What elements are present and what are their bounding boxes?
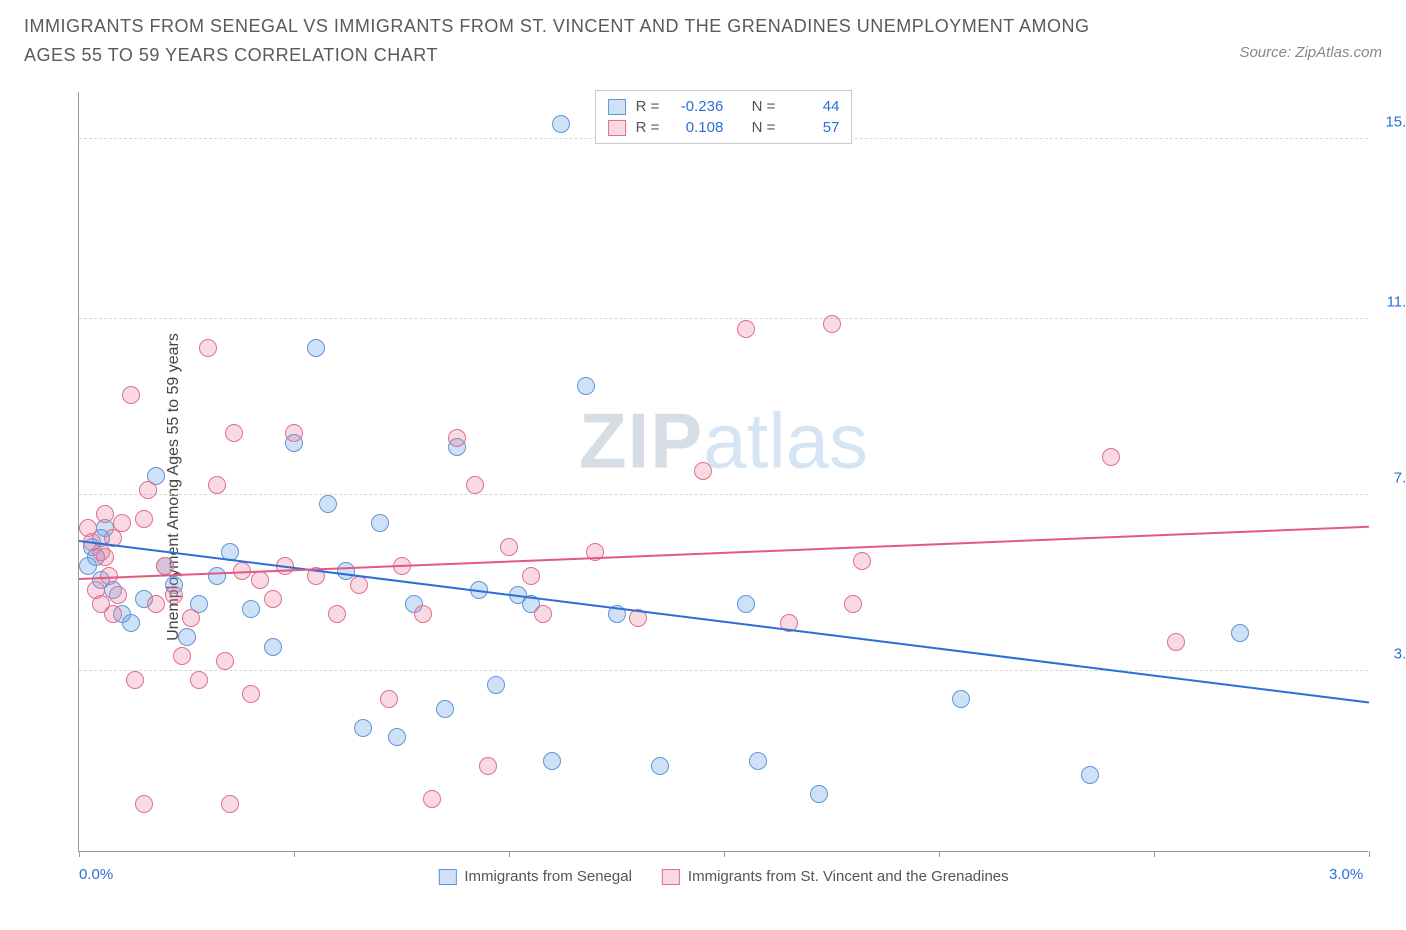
data-point [810, 785, 828, 803]
data-point [552, 115, 570, 133]
data-point [543, 752, 561, 770]
data-point [113, 514, 131, 532]
data-point [264, 590, 282, 608]
data-point [694, 462, 712, 480]
data-point [156, 557, 174, 575]
swatch-senegal-icon [438, 869, 456, 885]
data-point [208, 476, 226, 494]
plot-area: ZIPatlas R = -0.236 N = 44 R = 0.108 N =… [78, 92, 1368, 852]
data-point [350, 576, 368, 594]
legend-row-stvincent: R = 0.108 N = 57 [608, 117, 840, 138]
y-tick-label: 15.0% [1385, 113, 1406, 130]
x-tick [939, 851, 940, 857]
data-point [737, 595, 755, 613]
data-point [1081, 766, 1099, 784]
data-point [749, 752, 767, 770]
data-point [251, 571, 269, 589]
chart-title: IMMIGRANTS FROM SENEGAL VS IMMIGRANTS FR… [24, 12, 1104, 70]
series-legend: Immigrants from Senegal Immigrants from … [438, 868, 1008, 885]
data-point [414, 605, 432, 623]
legend-row-senegal: R = -0.236 N = 44 [608, 96, 840, 117]
data-point [225, 424, 243, 442]
data-point [423, 790, 441, 808]
data-point [285, 424, 303, 442]
data-point [242, 600, 260, 618]
data-point [79, 557, 97, 575]
legend-item-senegal: Immigrants from Senegal [438, 868, 632, 885]
data-point [853, 552, 871, 570]
watermark: ZIPatlas [579, 396, 868, 487]
gridline [79, 494, 1368, 495]
data-point [436, 700, 454, 718]
data-point [534, 605, 552, 623]
data-point [126, 671, 144, 689]
gridline [79, 318, 1368, 319]
regression-line [79, 540, 1369, 703]
x-axis-label: 0.0% [79, 866, 113, 883]
swatch-senegal [608, 99, 626, 115]
data-point [466, 476, 484, 494]
data-point [319, 495, 337, 513]
data-point [380, 690, 398, 708]
data-point [122, 614, 140, 632]
data-point [242, 685, 260, 703]
data-point [448, 429, 466, 447]
data-point [371, 514, 389, 532]
data-point [190, 671, 208, 689]
swatch-stvincent [608, 120, 626, 136]
gridline [79, 670, 1368, 671]
data-point [96, 505, 114, 523]
data-point [109, 586, 127, 604]
x-axis-label: 3.0% [1329, 866, 1363, 883]
data-point [104, 605, 122, 623]
regression-line [79, 526, 1369, 580]
data-point [147, 595, 165, 613]
data-point [1167, 633, 1185, 651]
x-tick [509, 851, 510, 857]
chart-container: Unemployment Among Ages 55 to 59 years Z… [24, 92, 1382, 882]
x-tick [724, 851, 725, 857]
data-point [208, 567, 226, 585]
data-point [307, 339, 325, 357]
data-point [487, 676, 505, 694]
data-point [135, 795, 153, 813]
data-point [122, 386, 140, 404]
data-point [221, 795, 239, 813]
data-point [823, 315, 841, 333]
data-point [577, 377, 595, 395]
data-point [500, 538, 518, 556]
x-tick [79, 851, 80, 857]
data-point [1231, 624, 1249, 642]
data-point [139, 481, 157, 499]
correlation-legend: R = -0.236 N = 44 R = 0.108 N = 57 [595, 90, 853, 144]
data-point [178, 628, 196, 646]
x-tick [1369, 851, 1370, 857]
data-point [737, 320, 755, 338]
data-point [216, 652, 234, 670]
data-point [522, 567, 540, 585]
data-point [844, 595, 862, 613]
y-tick-label: 3.8% [1394, 645, 1406, 662]
y-tick-label: 7.5% [1394, 469, 1406, 486]
swatch-stvincent-icon [662, 869, 680, 885]
data-point [135, 510, 153, 528]
data-point [388, 728, 406, 746]
x-tick [294, 851, 295, 857]
data-point [479, 757, 497, 775]
data-point [165, 586, 183, 604]
data-point [952, 690, 970, 708]
source-citation: Source: ZipAtlas.com [1239, 12, 1382, 61]
data-point [199, 339, 217, 357]
legend-item-stvincent: Immigrants from St. Vincent and the Gren… [662, 868, 1009, 885]
data-point [173, 647, 191, 665]
x-tick [1154, 851, 1155, 857]
data-point [1102, 448, 1120, 466]
data-point [182, 609, 200, 627]
data-point [328, 605, 346, 623]
data-point [354, 719, 372, 737]
y-tick-label: 11.2% [1387, 294, 1406, 311]
data-point [651, 757, 669, 775]
data-point [264, 638, 282, 656]
